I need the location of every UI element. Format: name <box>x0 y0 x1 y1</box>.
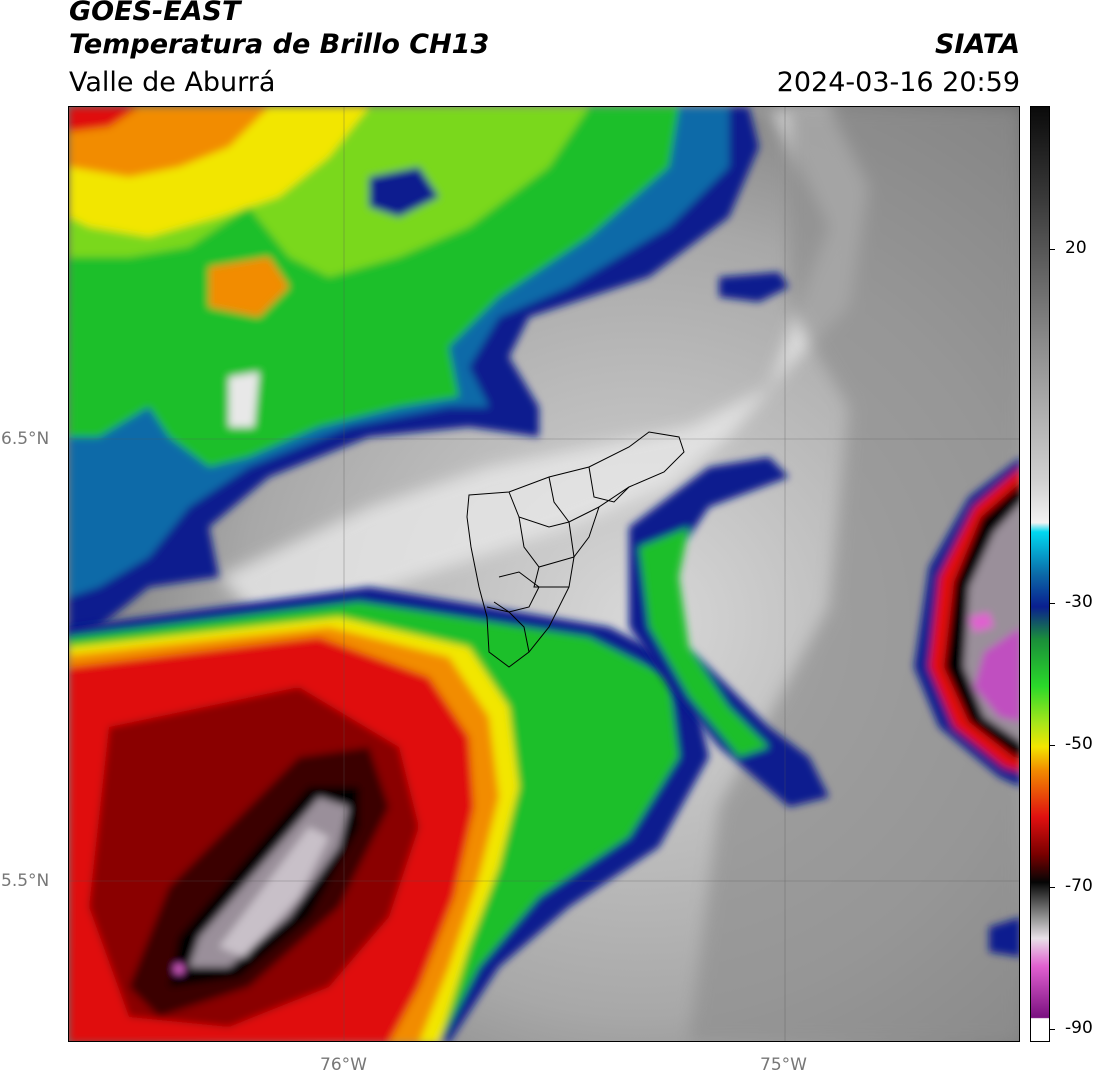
lon-label-76w: 76°W <box>320 1055 367 1075</box>
cb-tick-mark-minus30 <box>1050 603 1055 604</box>
chart-title-product: Temperatura de Brillo CH13 <box>69 29 490 60</box>
colorbar-svg <box>1031 107 1049 1041</box>
lon-label-75w: 75°W <box>760 1055 807 1075</box>
gray-right-area <box>689 107 1019 1041</box>
cb-tick-mark-20 <box>1050 249 1055 250</box>
east-storm-cell <box>914 458 1019 787</box>
cb-tick-mark-minus90 <box>1050 1029 1055 1030</box>
north-cloud-system <box>69 107 759 637</box>
colorbar-gradient <box>1031 107 1049 1041</box>
cb-tick-label-minus70: -70 <box>1065 876 1093 896</box>
colorbar <box>1030 106 1050 1042</box>
chart-title-satellite: GOES-EAST <box>69 0 241 27</box>
chart-subtitle-region: Valle de Aburrá <box>69 67 276 98</box>
cb-tick-label-20: 20 <box>1065 238 1087 258</box>
graticule <box>69 107 1019 1041</box>
municipal-boundaries <box>466 431 685 668</box>
lat-label-6-5: 6.5°N <box>1 429 50 449</box>
satellite-map[interactable] <box>68 106 1020 1042</box>
map-svg <box>69 107 1019 1041</box>
cb-tick-mark-minus70 <box>1050 887 1055 888</box>
cb-tick-label-minus50: -50 <box>1065 734 1093 754</box>
central-cloud-band <box>629 272 1019 957</box>
cb-tick-label-minus30: -30 <box>1065 592 1093 612</box>
south-storm-system <box>69 587 709 1041</box>
cb-tick-mark-minus50 <box>1050 745 1055 746</box>
cb-tick-label-minus90: -90 <box>1065 1018 1093 1038</box>
organization-label: SIATA <box>934 29 1020 60</box>
lat-label-5-5: 5.5°N <box>1 871 50 891</box>
datetime-label: 2024-03-16 20:59 <box>776 67 1020 98</box>
